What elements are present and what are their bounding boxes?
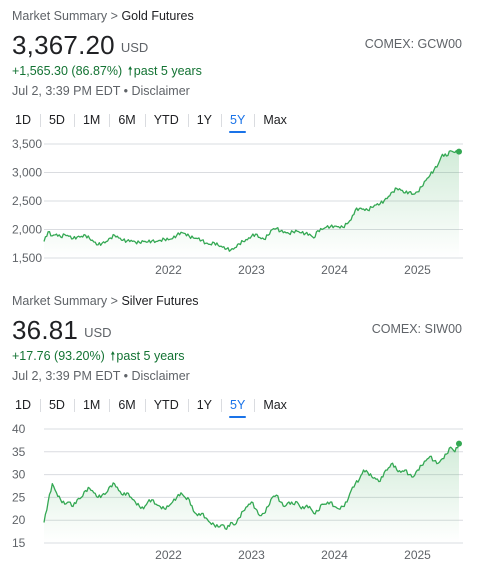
x-tick-label: 2024 (321, 548, 348, 562)
currency-label: USD (84, 325, 112, 340)
x-tick-label: 2022 (155, 263, 182, 277)
tab-5y[interactable]: 5Y (221, 396, 254, 418)
tab-5y[interactable]: 5Y (221, 111, 254, 133)
arrow-up-icon: 🠕 (110, 349, 116, 363)
tab-ytd[interactable]: YTD (144, 396, 188, 414)
breadcrumb-current: Silver Futures (121, 294, 199, 308)
breadcrumb-current: Gold Futures (121, 9, 194, 23)
x-tick-label: 2022 (155, 548, 182, 562)
range-tabs: 1D 5D 1M 6M YTD 1Y 5Y Max (6, 111, 296, 133)
price-value: 3,367.20 (12, 30, 115, 60)
y-tick-label: 15 (12, 536, 26, 550)
breadcrumb-root[interactable]: Market Summary (12, 294, 108, 308)
x-tick-label: 2023 (238, 548, 265, 562)
y-tick-label: 30 (12, 468, 26, 482)
tab-1m[interactable]: 1M (73, 396, 109, 414)
y-tick-label: 3,000 (12, 166, 42, 180)
y-tick-label: 3,500 (12, 138, 42, 151)
change-value: +17.76 (93.20%) (12, 349, 105, 363)
breadcrumb: Market Summary > Gold Futures (12, 9, 194, 23)
currency-label: USD (120, 40, 149, 55)
tab-max[interactable]: Max (254, 396, 296, 414)
breadcrumb: Market Summary > Silver Futures (12, 294, 199, 308)
x-tick-label: 2023 (238, 263, 265, 277)
y-tick-label: 2,500 (12, 194, 42, 208)
tab-5d[interactable]: 5D (39, 396, 74, 414)
tab-1y[interactable]: 1Y (187, 111, 221, 129)
x-tick-label: 2024 (321, 263, 348, 277)
tab-5d[interactable]: 5D (39, 111, 74, 129)
timestamp: Jul 2, 3:39 PM EDT (12, 369, 121, 383)
gold-futures-panel: Market Summary > Gold Futures 3,367.20 US… (0, 9, 478, 280)
range-tabs: 1D 5D 1M 6M YTD 1Y 5Y Max (6, 396, 296, 418)
series-area (44, 150, 459, 258)
y-tick-label: 20 (12, 513, 26, 527)
bullet-separator: • (123, 369, 132, 383)
tab-ytd[interactable]: YTD (144, 111, 188, 129)
last-value-point (456, 440, 462, 447)
price-change: +17.76 (93.20%) 🠕past 5 years (12, 347, 185, 368)
price-change: +1,565.30 (86.87%) 🠕past 5 years (12, 62, 202, 83)
price-display: 3,367.20 USD (12, 30, 148, 61)
breadcrumb-separator: > (110, 9, 118, 23)
change-period: past 5 years (133, 64, 202, 78)
disclaimer-link[interactable]: Disclaimer (131, 369, 190, 383)
disclaimer-link[interactable]: Disclaimer (131, 84, 190, 98)
exchange-ticker: COMEX: SIW00 (371, 322, 462, 336)
tab-6m[interactable]: 6M (109, 396, 144, 414)
x-tick-label: 2025 (404, 548, 431, 562)
gold-price-chart[interactable]: 1,500 2,000 2,500 3,000 3,500 2022 2023 2024 202… (0, 138, 478, 280)
price-display: 36.81 USD (12, 315, 112, 346)
tab-max[interactable]: Max (254, 111, 296, 129)
tab-1d[interactable]: 1D (15, 113, 31, 127)
bullet-separator: • (123, 84, 132, 98)
change-value: +1,565.30 (86.87%) (12, 64, 123, 78)
x-tick-label: 2025 (404, 263, 431, 277)
y-tick-label: 2,000 (12, 223, 42, 237)
y-tick-label: 35 (12, 445, 26, 459)
tab-1m[interactable]: 1M (73, 111, 109, 129)
breadcrumb-separator: > (110, 294, 118, 308)
tab-1y[interactable]: 1Y (187, 396, 221, 414)
price-value: 36.81 (12, 315, 79, 345)
exchange-ticker: COMEX: GCW00 (364, 37, 462, 51)
y-tick-label: 1,500 (12, 251, 42, 265)
timestamp: Jul 2, 3:39 PM EDT (12, 84, 121, 98)
timestamp-line: Jul 2, 3:39 PM EDT • Disclaimer (12, 369, 190, 383)
series-line (43, 150, 460, 252)
timestamp-line: Jul 2, 3:39 PM EDT • Disclaimer (12, 84, 190, 98)
silver-futures-panel: Market Summary > Silver Futures 36.81 USD… (0, 285, 478, 568)
series-line (43, 443, 460, 530)
tab-1d[interactable]: 1D (15, 398, 31, 412)
tab-6m[interactable]: 6M (109, 111, 144, 129)
y-tick-label: 25 (12, 490, 26, 504)
last-value-point (456, 148, 462, 155)
y-tick-label: 40 (12, 423, 26, 436)
breadcrumb-root[interactable]: Market Summary (12, 9, 108, 23)
change-period: past 5 years (116, 349, 185, 363)
arrow-up-icon: 🠕 (127, 64, 133, 78)
series-area (44, 443, 459, 543)
